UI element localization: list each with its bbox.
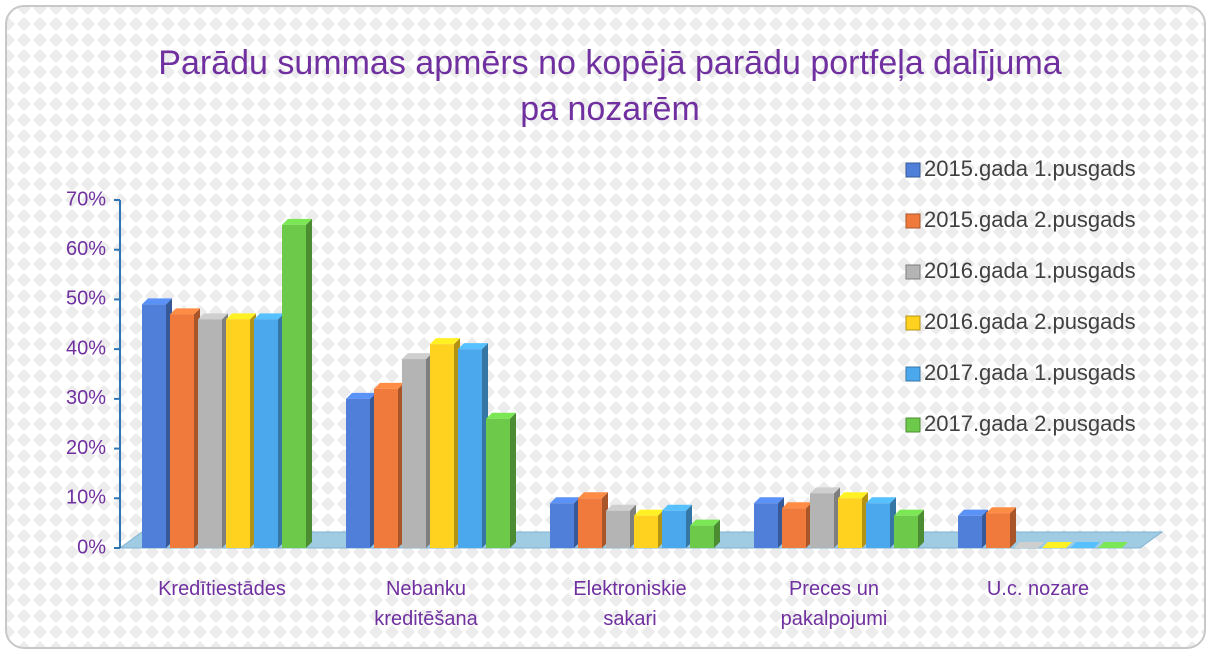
legend-swatch bbox=[905, 264, 921, 280]
bar bbox=[226, 319, 250, 548]
legend-label: 2015.gada 1.pusgads bbox=[924, 156, 1136, 181]
legend-label: 2017.gada 2.pusgads bbox=[924, 411, 1136, 436]
bar-top bbox=[894, 509, 924, 516]
bar bbox=[690, 525, 714, 548]
bar-top bbox=[346, 392, 376, 399]
bar bbox=[866, 503, 890, 548]
legend-swatch bbox=[905, 162, 921, 178]
bar-top bbox=[578, 492, 608, 499]
bar bbox=[634, 515, 658, 548]
bar-top bbox=[634, 509, 664, 516]
bar-side bbox=[714, 519, 720, 548]
bar-top bbox=[986, 507, 1016, 514]
legend-swatch bbox=[905, 417, 921, 433]
bar-top bbox=[430, 338, 460, 345]
x-tick-label: U.c. nozare bbox=[986, 578, 1090, 600]
y-tick-label: 20% bbox=[66, 437, 106, 459]
bar bbox=[958, 515, 982, 548]
bar bbox=[754, 503, 778, 548]
legend-swatch bbox=[905, 213, 921, 229]
bar bbox=[142, 304, 166, 548]
bar-top bbox=[958, 509, 988, 516]
y-tick-label: 70% bbox=[66, 188, 106, 210]
x-tick-label: Nebanku kreditēšana bbox=[374, 578, 478, 630]
bar-top bbox=[1098, 542, 1128, 548]
bar-top bbox=[458, 343, 488, 350]
bar bbox=[254, 319, 278, 548]
y-tick-label: 60% bbox=[66, 238, 106, 260]
legend-label: 2016.gada 2.pusgads bbox=[924, 309, 1136, 334]
legend-swatch bbox=[905, 366, 921, 382]
bar bbox=[374, 388, 398, 548]
bar-top bbox=[142, 298, 172, 305]
legend-swatch bbox=[905, 315, 921, 331]
bar bbox=[430, 344, 454, 548]
bar bbox=[782, 508, 806, 548]
x-tick-label: Elektroniskie sakari bbox=[573, 578, 687, 630]
bar-top bbox=[282, 218, 312, 225]
bar-top bbox=[690, 519, 720, 526]
bar-top bbox=[198, 313, 228, 320]
y-tick-label: 30% bbox=[66, 387, 106, 409]
bar-top bbox=[838, 492, 868, 499]
bar-top bbox=[170, 308, 200, 315]
bar-top bbox=[606, 504, 636, 511]
legend-label: 2015.gada 2.pusgads bbox=[924, 207, 1136, 232]
y-tick-label: 10% bbox=[66, 487, 106, 509]
bar bbox=[606, 510, 630, 548]
bar-top bbox=[754, 497, 784, 504]
bar-top bbox=[662, 504, 692, 511]
bar-top bbox=[1042, 542, 1072, 548]
bar bbox=[894, 515, 918, 548]
y-tick-label: 50% bbox=[66, 288, 106, 310]
bar-side bbox=[918, 509, 924, 548]
bar-top bbox=[866, 497, 896, 504]
bar-top bbox=[1014, 542, 1044, 548]
bar-side bbox=[1010, 507, 1016, 548]
bar bbox=[170, 314, 194, 548]
bar bbox=[458, 349, 482, 548]
bar bbox=[986, 513, 1010, 548]
bar bbox=[346, 398, 370, 548]
bar bbox=[198, 319, 222, 548]
bar bbox=[486, 418, 510, 548]
bar-top bbox=[810, 487, 840, 494]
bar-top bbox=[550, 497, 580, 504]
y-tick-label: 0% bbox=[77, 536, 106, 558]
bar bbox=[282, 224, 306, 548]
bar-side bbox=[306, 218, 312, 548]
bar bbox=[402, 359, 426, 548]
bar-side bbox=[510, 412, 516, 548]
bar-top bbox=[254, 313, 284, 320]
x-tick-label: Preces un pakalpojumi bbox=[780, 578, 888, 630]
bar bbox=[662, 510, 686, 548]
bar-top bbox=[486, 412, 516, 419]
bar bbox=[838, 498, 862, 548]
y-tick-label: 40% bbox=[66, 337, 106, 359]
bar bbox=[550, 503, 574, 548]
chart-title: Parādu summas apmērs no kopējā parādu po… bbox=[158, 44, 1062, 128]
bar-top bbox=[374, 382, 404, 389]
bar-top bbox=[1070, 542, 1100, 548]
x-tick-label: Kredītiestādes bbox=[158, 578, 286, 600]
bar-top bbox=[402, 353, 432, 360]
bar-top bbox=[782, 502, 812, 509]
legend-label: 2016.gada 1.pusgads bbox=[924, 258, 1136, 283]
bar bbox=[810, 493, 834, 548]
bar-top bbox=[226, 313, 256, 320]
bar bbox=[578, 498, 602, 548]
legend-label: 2017.gada 1.pusgads bbox=[924, 360, 1136, 385]
